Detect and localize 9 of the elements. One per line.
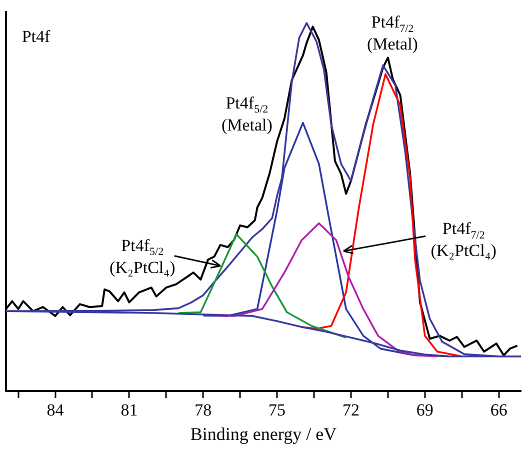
x-tick-label: 69 bbox=[416, 400, 434, 420]
x-tick-label: 84 bbox=[46, 400, 64, 420]
x-tick-label: 72 bbox=[342, 400, 360, 420]
x-tick-label: 78 bbox=[194, 400, 212, 420]
x-tick-label: 81 bbox=[120, 400, 138, 420]
x-tick-label: 75 bbox=[268, 400, 286, 420]
annotation: Pt4f bbox=[22, 27, 51, 46]
x-tick-label: 66 bbox=[490, 400, 508, 420]
x-axis-title: Binding energy / eV bbox=[190, 424, 337, 444]
